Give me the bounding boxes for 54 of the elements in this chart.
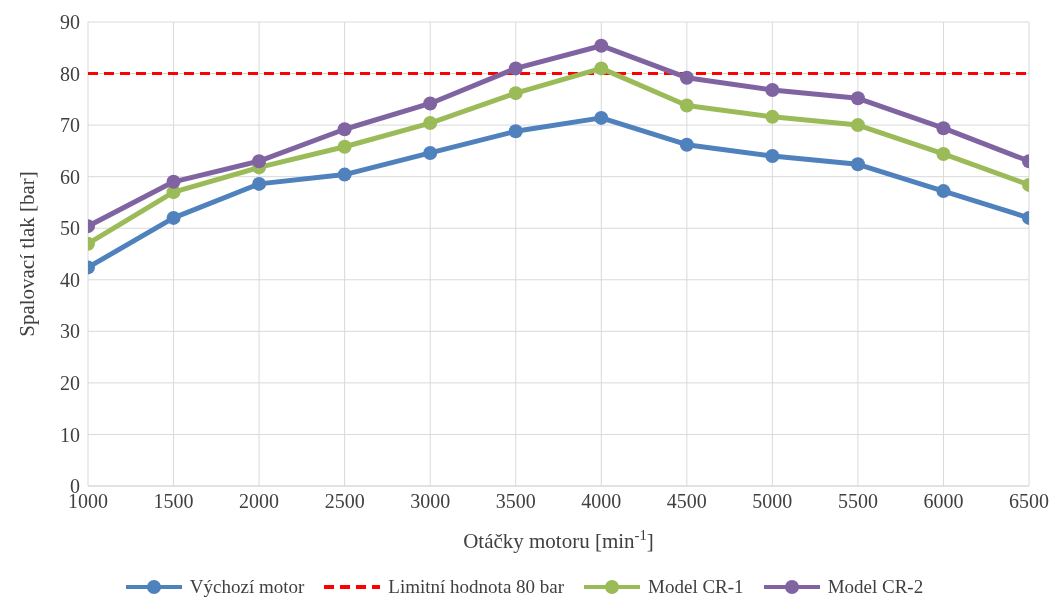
x-tick-label: 4500 [666, 490, 707, 513]
legend-label: Model CR-1 [648, 576, 744, 598]
y-tick-label: 90 [60, 11, 80, 34]
point [936, 121, 951, 136]
point [936, 146, 951, 161]
point [594, 110, 609, 125]
x-tick-label: 5000 [752, 490, 793, 513]
y-tick-label: 40 [60, 268, 80, 291]
point [679, 137, 694, 152]
point [252, 154, 267, 169]
point [337, 167, 352, 182]
point [594, 38, 609, 53]
point [508, 124, 523, 139]
point [166, 210, 181, 225]
point [508, 61, 523, 76]
point [936, 184, 951, 199]
y-tick-label: 20 [60, 371, 80, 394]
x-tick-label: 3500 [495, 490, 536, 513]
x-tick-label: 6000 [923, 490, 964, 513]
legend-label: Výchozí motor [189, 576, 305, 598]
x-tick-label: 6500 [1009, 490, 1049, 513]
point [765, 109, 780, 124]
point [679, 98, 694, 113]
point [765, 149, 780, 164]
point [850, 157, 865, 172]
point [423, 116, 438, 131]
point [508, 86, 523, 101]
point [594, 61, 609, 76]
y-tick-label: 10 [60, 423, 80, 446]
point [850, 91, 865, 106]
x-tick-label: 2000 [239, 490, 280, 513]
point [337, 122, 352, 137]
point [765, 83, 780, 98]
x-tick-label: 4000 [581, 490, 622, 513]
legend-label: Limitní hodnota 80 bar [388, 576, 565, 598]
x-axis-title: Otáčky motoru [min$^{-1}$] [463, 527, 654, 553]
point [850, 118, 865, 133]
y-axis-title: Spalovací tlak [bar] [15, 171, 39, 337]
y-tick-label: 60 [60, 165, 80, 188]
point [423, 96, 438, 111]
y-tick-label: 30 [60, 320, 80, 343]
legend-label: Model CR-2 [827, 576, 924, 598]
x-tick-label: 1500 [153, 490, 194, 513]
y-tick-label: 70 [60, 114, 80, 137]
x-tick-label: 2500 [324, 490, 365, 513]
point [423, 145, 438, 160]
x-tick-label: 3000 [410, 490, 451, 513]
point [252, 176, 267, 191]
x-tick-label: 5500 [837, 490, 878, 513]
point [166, 174, 181, 189]
y-tick-label: 50 [60, 217, 80, 240]
point [679, 70, 694, 85]
y-tick-label: 80 [60, 62, 80, 85]
point [337, 139, 352, 154]
